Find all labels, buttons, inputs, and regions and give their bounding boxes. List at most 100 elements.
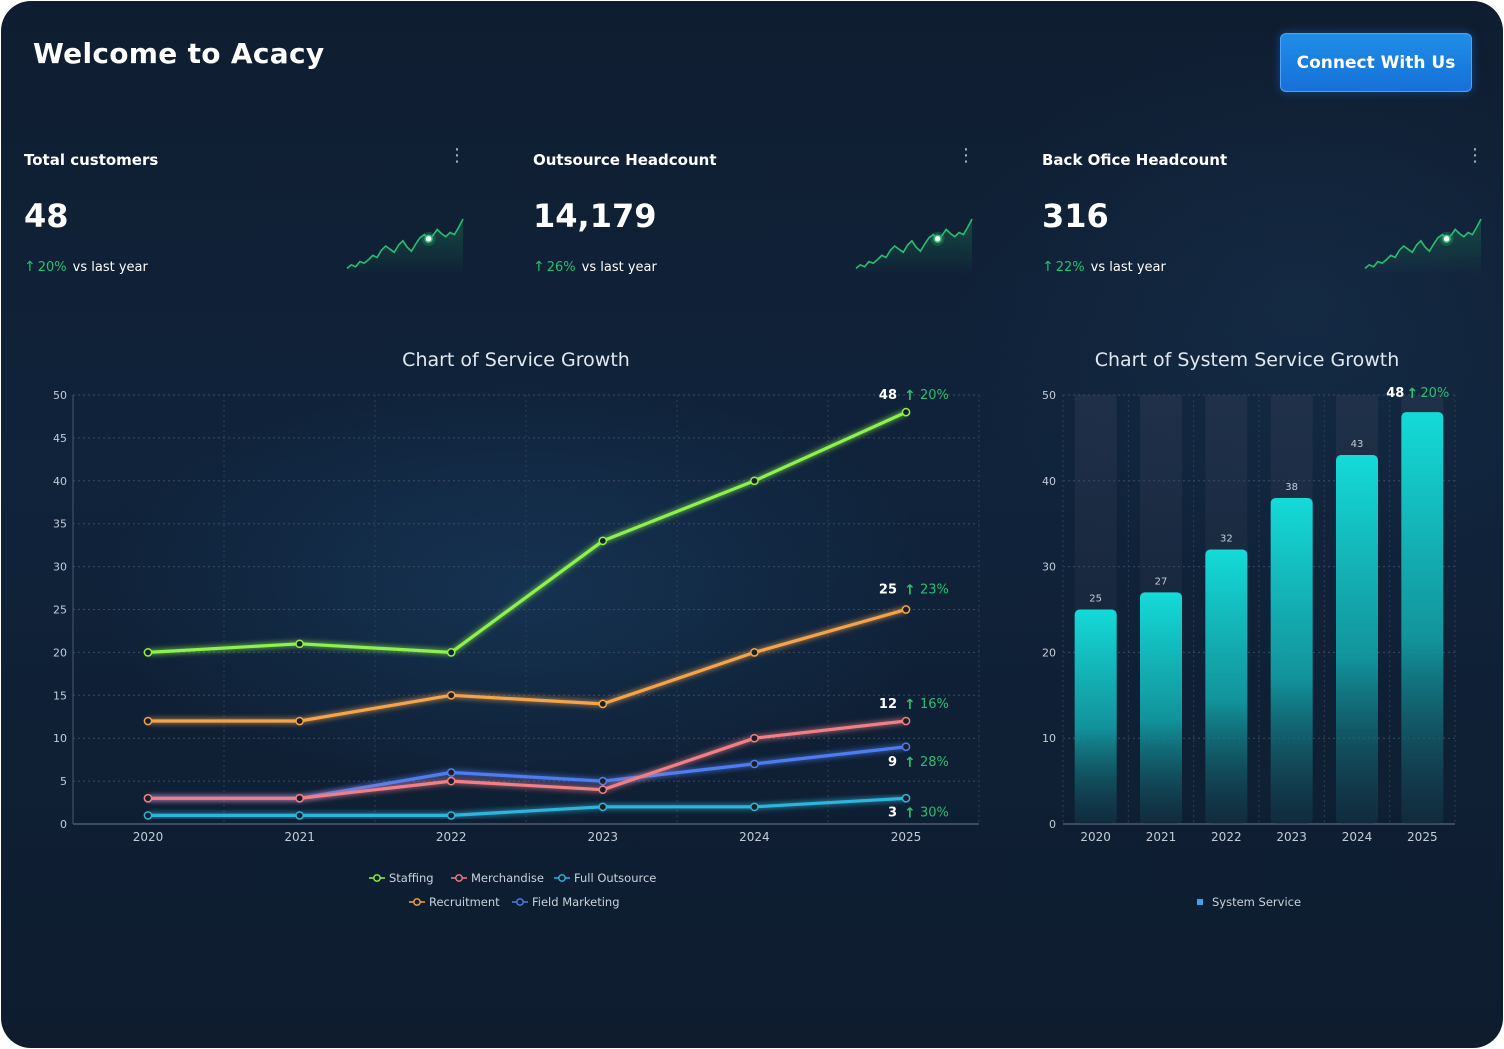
series-line-staffing [147,410,907,654]
more-vertical-icon[interactable]: ⋮ [1466,145,1484,166]
data-point[interactable] [901,716,911,726]
card-title: Total customers [24,151,159,169]
sparkline-area [347,219,463,275]
legend-marker-icon [554,874,570,882]
data-point[interactable] [295,716,304,726]
data-point[interactable] [295,811,304,820]
bar-chart: 0 10 20 30 40 50 2020 25 2021 27 2022 32 2023 38 2024 4… [1042,386,1456,844]
y-tick-label: 50 [53,389,67,402]
x-tick-label: 2021 [284,830,315,844]
y-tick-label: 5 [60,775,67,788]
legend-marker-icon [451,874,467,882]
arrow-up-icon: ↑ [904,805,916,821]
data-point[interactable] [295,639,304,649]
series-line-full-outsource [148,796,907,817]
legend-item-recruitment[interactable]: Recruitment [409,895,500,909]
series-end-label: 9 ↑ 28% [888,755,949,771]
sparkline-line [346,218,464,270]
y-tick-label: 20 [53,646,67,659]
data-point[interactable] [598,785,608,795]
stat-card-outsource-headcount: Outsource Headcount ⋮ 14,179 ↑ 26% vs last… [533,141,983,291]
legend-marker-icon [512,898,528,906]
delta-text: vs last year [581,260,657,275]
y-tick-label: 0 [60,818,67,831]
data-point[interactable] [750,802,759,812]
bar[interactable] [1401,412,1444,824]
data-point[interactable] [446,811,456,820]
delta-percent: 26% [546,260,576,275]
data-point[interactable] [901,605,911,614]
connect-button[interactable]: Connect With Us [1280,33,1472,92]
end-value: 9 [888,755,897,770]
y-tick-label: 0 [1049,818,1056,831]
x-tick-label: 2025 [891,830,922,844]
delta-percent: 22% [1055,260,1085,275]
line-chart-legend: Staffing Merchandise Full Outsource Recruit… [1,871,1041,921]
data-point[interactable] [295,793,304,803]
data-point[interactable] [598,776,608,786]
arrow-up-icon: ↑ [904,583,916,599]
data-point[interactable] [901,793,911,803]
end-percent: 20% [920,388,949,403]
end-percent: 23% [920,583,949,598]
stat-card-total-customers: Total customers ⋮ 48 ↑ 20% vs last year [24,141,474,291]
x-tick-label: 2024 [739,830,770,844]
data-point[interactable] [598,536,608,546]
data-point[interactable] [750,648,759,657]
sparkline-highlight-point [424,234,433,244]
legend-item-staffing[interactable]: Staffing [369,871,434,885]
data-point[interactable] [598,802,608,812]
data-point[interactable] [901,407,911,417]
legend-item-full-outsource[interactable]: Full Outsource [554,871,656,885]
more-vertical-icon[interactable]: ⋮ [957,145,975,166]
bar-value-label: 27 [1155,576,1168,587]
data-point[interactable] [446,768,456,777]
legend-label: Staffing [389,871,434,885]
data-point[interactable] [901,742,911,752]
data-point[interactable] [143,648,153,657]
arrow-up-icon: ↑ [1406,386,1418,402]
bar-value-label: 32 [1220,533,1233,544]
data-point[interactable] [143,793,153,803]
data-point[interactable] [143,811,153,820]
arrow-up-icon: ↑ [904,388,916,404]
legend-item-merchandise[interactable]: Merchandise [451,871,544,885]
arrow-up-icon: ↑ [1042,259,1054,275]
bar-chart-legend: System Service [1021,895,1491,915]
data-point[interactable] [446,690,456,700]
x-tick-label: 2024 [1342,830,1373,844]
data-point[interactable] [598,699,608,709]
data-point[interactable] [446,648,456,657]
stat-card-back-office-headcount: Back Ofice Headcount ⋮ 316 ↑ 22% vs last y… [1042,141,1492,291]
legend-marker-icon [409,898,425,906]
end-percent: 30% [920,805,949,820]
bar[interactable] [1336,455,1378,824]
bar[interactable] [1074,609,1117,825]
card-value: 14,179 [533,197,657,235]
end-percent: 28% [920,755,949,770]
legend-label: Merchandise [471,871,544,885]
sparkline-line [855,218,973,270]
sparkline-area [856,219,972,275]
legend-item-field-marketing[interactable]: Field Marketing [512,895,620,909]
data-point[interactable] [750,476,759,486]
bar[interactable] [1270,497,1313,824]
x-tick-label: 2020 [1080,830,1111,844]
bar-end-percent: 20% [1420,386,1449,401]
legend-item-system-service[interactable]: System Service [1197,895,1301,909]
data-point[interactable] [446,776,456,786]
series-line-field-marketing [148,745,907,800]
data-point[interactable] [750,759,759,769]
x-tick-label: 2023 [1276,830,1307,844]
bar[interactable] [1140,592,1182,824]
more-vertical-icon[interactable]: ⋮ [448,145,466,166]
data-point[interactable] [143,716,153,726]
data-point[interactable] [750,733,759,743]
bar[interactable] [1205,549,1248,824]
delta-percent: 20% [37,260,67,275]
end-value: 3 [888,805,897,820]
y-tick-label: 30 [53,561,67,574]
legend-label: Recruitment [429,895,500,909]
y-tick-label: 45 [53,432,67,445]
